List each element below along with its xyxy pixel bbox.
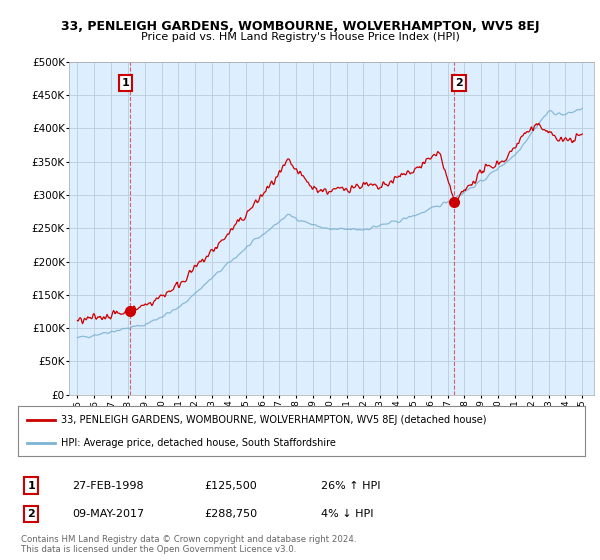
Text: 4% ↓ HPI: 4% ↓ HPI — [321, 509, 373, 519]
Text: 1: 1 — [28, 480, 35, 491]
Text: 2: 2 — [455, 78, 463, 88]
Text: 2: 2 — [28, 509, 35, 519]
Text: £288,750: £288,750 — [204, 509, 257, 519]
Text: 26% ↑ HPI: 26% ↑ HPI — [321, 480, 380, 491]
Text: £125,500: £125,500 — [204, 480, 257, 491]
Text: Contains HM Land Registry data © Crown copyright and database right 2024.
This d: Contains HM Land Registry data © Crown c… — [21, 535, 356, 554]
Text: 33, PENLEIGH GARDENS, WOMBOURNE, WOLVERHAMPTON, WV5 8EJ: 33, PENLEIGH GARDENS, WOMBOURNE, WOLVERH… — [61, 20, 539, 32]
Text: 1: 1 — [121, 78, 129, 88]
Text: 27-FEB-1998: 27-FEB-1998 — [72, 480, 143, 491]
Text: 09-MAY-2017: 09-MAY-2017 — [72, 509, 144, 519]
Text: Price paid vs. HM Land Registry's House Price Index (HPI): Price paid vs. HM Land Registry's House … — [140, 32, 460, 42]
Text: 33, PENLEIGH GARDENS, WOMBOURNE, WOLVERHAMPTON, WV5 8EJ (detached house): 33, PENLEIGH GARDENS, WOMBOURNE, WOLVERH… — [61, 414, 486, 424]
Text: HPI: Average price, detached house, South Staffordshire: HPI: Average price, detached house, Sout… — [61, 438, 335, 448]
